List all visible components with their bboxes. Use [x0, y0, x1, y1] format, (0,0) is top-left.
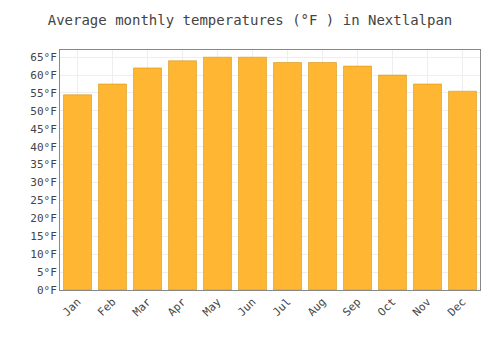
svg-text:50°F: 50°F [30, 105, 57, 118]
svg-text:60°F: 60°F [30, 69, 57, 82]
svg-text:Jun: Jun [235, 296, 258, 319]
svg-text:35°F: 35°F [30, 158, 57, 171]
svg-text:15°F: 15°F [30, 230, 57, 243]
svg-text:65°F: 65°F [30, 51, 57, 64]
svg-text:25°F: 25°F [30, 194, 57, 207]
svg-text:May: May [200, 295, 224, 319]
svg-text:Sep: Sep [340, 296, 363, 319]
svg-text:5°F: 5°F [37, 266, 57, 279]
svg-text:Jan: Jan [60, 296, 83, 319]
svg-text:55°F: 55°F [30, 87, 57, 100]
svg-text:Oct: Oct [375, 296, 398, 319]
svg-text:30°F: 30°F [30, 176, 57, 189]
svg-text:Average monthly temperatures (: Average monthly temperatures (°F ) in Ne… [48, 12, 453, 28]
svg-text:Nov: Nov [410, 295, 434, 319]
svg-text:Jul: Jul [270, 296, 293, 319]
svg-text:0°F: 0°F [37, 284, 57, 297]
svg-text:45°F: 45°F [30, 123, 57, 136]
svg-text:Mar: Mar [130, 295, 154, 319]
svg-text:Aug: Aug [305, 296, 328, 319]
svg-text:20°F: 20°F [30, 212, 57, 225]
svg-text:Feb: Feb [95, 296, 118, 319]
svg-text:10°F: 10°F [30, 248, 57, 261]
svg-text:Dec: Dec [445, 296, 468, 319]
svg-text:Apr: Apr [165, 295, 189, 319]
svg-text:40°F: 40°F [30, 141, 57, 154]
